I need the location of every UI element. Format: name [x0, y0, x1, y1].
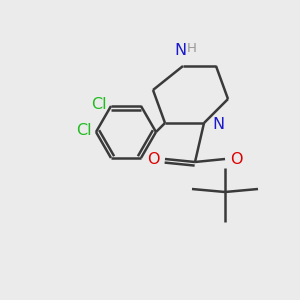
Text: N: N — [175, 43, 187, 58]
Text: Cl: Cl — [76, 123, 92, 138]
Text: H: H — [187, 42, 196, 55]
Text: Cl: Cl — [91, 97, 106, 112]
Text: N: N — [212, 117, 224, 132]
Text: O: O — [147, 152, 160, 166]
Text: O: O — [230, 152, 243, 166]
